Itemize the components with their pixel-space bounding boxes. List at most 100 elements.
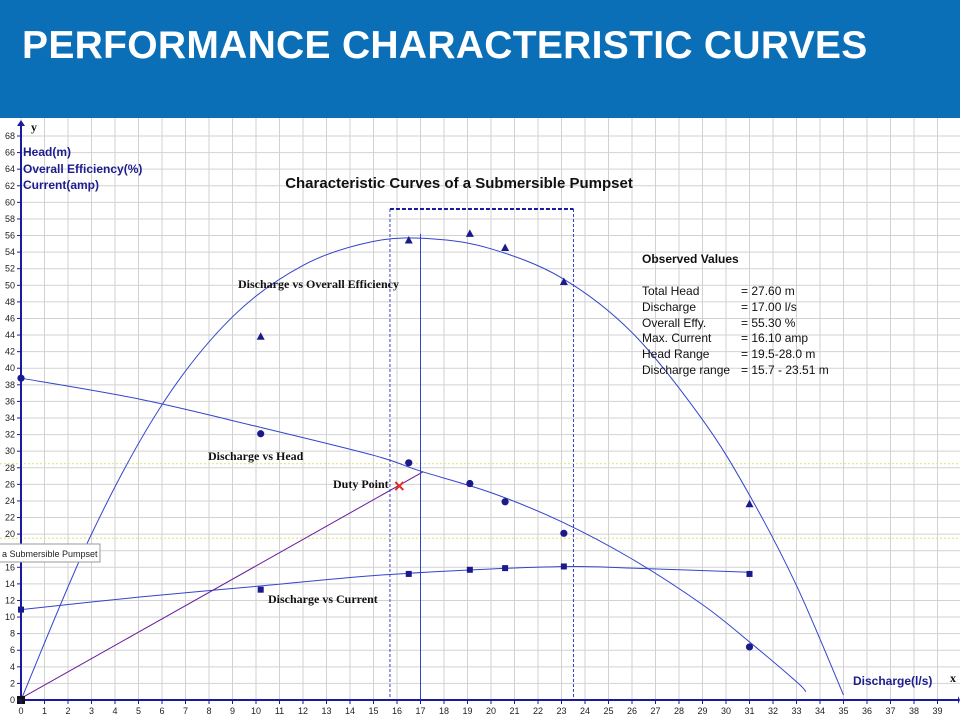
current-point xyxy=(560,563,567,570)
y-tick-label: 24 xyxy=(5,496,15,506)
y-tick-label: 16 xyxy=(5,562,15,572)
efficiency-point xyxy=(404,236,413,244)
current-point xyxy=(405,570,412,577)
current-curve xyxy=(20,565,750,611)
observed-value: = 16.10 amp xyxy=(741,331,808,345)
x-tick-label: 6 xyxy=(159,706,164,716)
x-tick-label: 35 xyxy=(838,706,848,716)
head-point xyxy=(466,479,474,488)
x-tick-label: 5 xyxy=(136,706,141,716)
x-tick-label: 19 xyxy=(462,706,472,716)
efficiency-point xyxy=(559,277,568,285)
x-tick-label: 9 xyxy=(230,706,235,716)
x-tick-label: 14 xyxy=(345,706,355,716)
observed-value: = 15.7 - 23.51 m xyxy=(741,363,829,377)
y-tick-label: 56 xyxy=(5,231,15,241)
x-tick-label: 37 xyxy=(885,706,895,716)
efficiency-point xyxy=(745,499,754,508)
observed-value: = 17.00 l/s xyxy=(741,300,797,314)
x-tick-label: 24 xyxy=(580,706,590,716)
x-tick-label: 18 xyxy=(439,706,449,716)
ylabel-current: Current(amp) xyxy=(23,178,99,192)
y-tick-label: 34 xyxy=(5,413,15,423)
observed-label: Max. Current xyxy=(642,331,712,345)
y-tick-label: 58 xyxy=(5,214,15,224)
observed-heading: Observed Values xyxy=(642,252,739,266)
y-tick-label: 52 xyxy=(5,264,15,274)
observed-label: Discharge range xyxy=(642,363,730,377)
efficiency-point xyxy=(465,229,474,237)
y-tick-label: 50 xyxy=(5,280,15,290)
x-tick-label: 12 xyxy=(298,706,308,716)
observed-values-panel: Observed Values Total Head = 27.60 m Dis… xyxy=(642,252,829,377)
head-point xyxy=(405,459,413,467)
observed-label: Overall Effy. xyxy=(642,316,706,330)
y-tick-label: 8 xyxy=(10,629,15,639)
x-tick-label: 34 xyxy=(815,706,825,716)
tooltip: a Submersible Pumpset xyxy=(0,543,101,563)
y-tick-label: 46 xyxy=(5,313,15,323)
x-axis-name: x xyxy=(950,671,956,685)
observed-value: = 19.5-28.0 m xyxy=(741,347,815,361)
x-tick-label: 20 xyxy=(486,706,496,716)
ylabel-efficiency: Overall Efficiency(%) xyxy=(23,162,142,176)
head-point xyxy=(257,430,265,438)
title-banner: PERFORMANCE CHARACTERISTIC CURVES xyxy=(0,0,960,118)
y-tick-label: 26 xyxy=(5,479,15,489)
x-tick-label: 26 xyxy=(627,706,637,716)
x-tick-label: 31 xyxy=(744,706,754,716)
current-point xyxy=(746,570,753,577)
x-tick-label: 7 xyxy=(183,706,188,716)
y-tick-label: 66 xyxy=(5,148,15,158)
series-label-head: Discharge vs Head xyxy=(208,449,304,463)
y-tick-label: 12 xyxy=(5,595,15,605)
observed-label: Discharge xyxy=(642,300,696,314)
x-axis-label: Discharge(l/s) xyxy=(853,674,932,688)
observed-value: = 55.30 % xyxy=(741,316,796,330)
y-tick-label: 22 xyxy=(5,513,15,523)
head-point xyxy=(560,529,568,537)
efficiency-point xyxy=(256,332,265,340)
x-tick-label: 15 xyxy=(368,706,378,716)
x-tick-label: 33 xyxy=(791,706,801,716)
head-point xyxy=(745,643,754,651)
x-tick-label: 10 xyxy=(251,706,261,716)
duty-point-marker xyxy=(394,481,405,491)
x-tick-label: 28 xyxy=(674,706,684,716)
y-tick-label: 20 xyxy=(5,529,15,539)
observed-label: Head Range xyxy=(642,347,710,361)
x-tick-label: 8 xyxy=(206,706,211,716)
x-tick-label: 17 xyxy=(415,706,425,716)
y-axis-name: y xyxy=(31,120,37,134)
duty-point-label: Duty Point xyxy=(333,477,389,491)
head-point xyxy=(501,498,509,506)
characteristic-chart: 0 1 2 3 4 5 6 7 8 9 10 11 12 13 14 15 16 17 18 19 20 21 22 23 24… xyxy=(0,118,960,716)
series-label-current: Discharge vs Current xyxy=(268,592,378,606)
x-tick-label: 38 xyxy=(909,706,919,716)
y-tick-label: 14 xyxy=(5,579,15,589)
x-tick-label: 16 xyxy=(392,706,402,716)
x-tick-label: 29 xyxy=(697,706,707,716)
y-tick-label: 28 xyxy=(5,463,15,473)
x-tick-label: 0 xyxy=(18,706,23,716)
y-tick-label: 4 xyxy=(10,662,15,672)
y-tick-label: 30 xyxy=(5,446,15,456)
y-tick-label: 44 xyxy=(5,330,15,340)
x-tick-label: 11 xyxy=(275,706,284,716)
y-tick-label: 48 xyxy=(5,297,15,307)
y-tick-label: 42 xyxy=(5,347,15,357)
current-point xyxy=(257,586,264,593)
y-axis-arrow xyxy=(17,120,25,126)
x-tick-label: 36 xyxy=(862,706,872,716)
x-axis-arrow xyxy=(958,696,960,704)
y-tick-label: 2 xyxy=(10,678,15,688)
y-tick-label: 68 xyxy=(5,131,15,141)
y-tick-label: 40 xyxy=(5,363,15,373)
ylabel-head: Head(m) xyxy=(23,145,71,159)
y-tick-label: 10 xyxy=(5,612,15,622)
efficiency-curve xyxy=(20,237,844,701)
y-tick-label: 62 xyxy=(5,181,15,191)
x-tick-label: 3 xyxy=(89,706,94,716)
duty-line xyxy=(20,471,424,699)
series-label-efficiency: Discharge vs Overall Efficiency xyxy=(238,277,399,291)
